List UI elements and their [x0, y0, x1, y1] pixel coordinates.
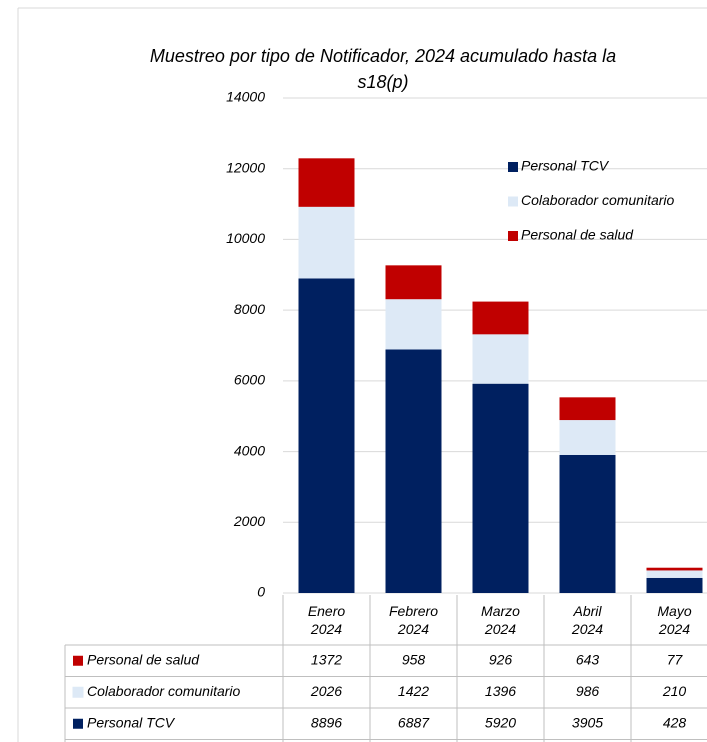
table-value: 2026	[310, 683, 342, 699]
legend-key	[508, 196, 518, 207]
table-row-label: Personal TCV	[87, 714, 176, 730]
x-tick-label: Mayo 2024	[657, 603, 692, 637]
table-value: 8896	[311, 714, 342, 730]
table-value: 986	[576, 683, 600, 699]
table-value: 1372	[311, 651, 342, 667]
bar-segment	[559, 420, 616, 455]
table-value: 6887	[398, 714, 430, 730]
y-tick-label: 6000	[234, 372, 265, 388]
chart-title: Muestreo por tipo de Notificador, 2024 a…	[149, 46, 617, 92]
table-value: 210	[662, 683, 687, 699]
bar-segment	[646, 567, 703, 571]
bar-segment	[559, 397, 616, 421]
x-tick-label: Abril 2024	[571, 603, 604, 637]
legend-label: Personal TCV	[521, 158, 610, 174]
bar-segment	[472, 383, 529, 593]
y-tick-label: 0	[257, 584, 265, 600]
legend-key	[508, 231, 518, 241]
legend-key	[72, 686, 84, 698]
x-tick-label: Febrero 2024	[388, 603, 439, 637]
y-tick-label: 14000	[226, 89, 265, 105]
legend-key	[73, 655, 83, 666]
bar-segment	[385, 265, 442, 300]
table-value: 1422	[398, 683, 429, 699]
table-value: 926	[489, 651, 513, 667]
legend-key	[508, 162, 518, 172]
bar-segment	[646, 577, 703, 593]
legend-label: Personal de salud	[521, 227, 634, 243]
bar-segment	[472, 301, 529, 335]
bar-segment	[472, 334, 529, 384]
bar-segment	[385, 299, 442, 350]
y-tick-label: 2000	[233, 513, 265, 529]
y-tick-label: 8000	[234, 301, 265, 317]
y-tick-label: 10000	[226, 230, 265, 246]
bar-segment	[298, 278, 355, 593]
table-row-label: Personal de salud	[87, 651, 200, 667]
table-value: 5920	[485, 714, 516, 730]
table-row-label: Colaborador comunitario	[87, 683, 241, 699]
table-value: 77	[667, 651, 684, 667]
legend-label: Colaborador comunitario	[521, 192, 675, 208]
bar-segment	[298, 206, 355, 279]
y-tick-label: 12000	[226, 159, 265, 175]
bar-segment	[385, 349, 442, 593]
x-tick-label: Enero 2024	[307, 603, 346, 637]
table-value: 643	[576, 651, 600, 667]
bar-segment	[646, 570, 703, 578]
table-value: 958	[402, 651, 426, 667]
bar-segment	[298, 158, 355, 207]
x-tick-label: Marzo 2024	[481, 603, 520, 637]
bar-segment	[559, 454, 616, 593]
table-value: 428	[663, 714, 687, 730]
table-value: 3905	[572, 714, 603, 730]
y-tick-label: 4000	[234, 442, 265, 458]
legend-key	[73, 718, 83, 729]
table-value: 1396	[485, 683, 516, 699]
